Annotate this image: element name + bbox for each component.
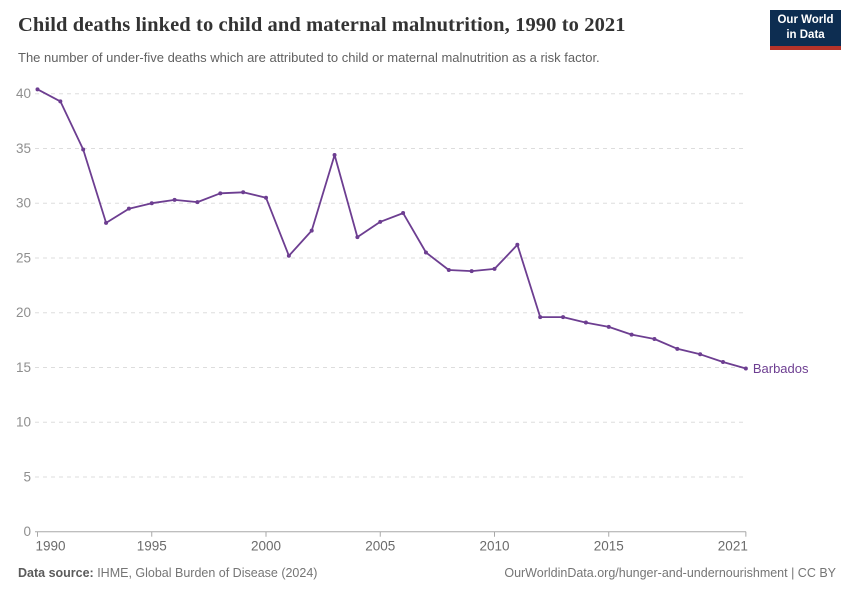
logo-text-line2: in Data xyxy=(786,29,825,41)
y-tick-label-5: 5 xyxy=(23,469,31,484)
data-point-1993[interactable] xyxy=(104,220,109,225)
logo-text-line1: Our World xyxy=(777,14,834,27)
x-tick-label-2021: 2021 xyxy=(718,539,748,554)
data-source[interactable]: Data source: IHME, Global Burden of Dise… xyxy=(18,566,317,580)
data-point-2016[interactable] xyxy=(629,332,634,337)
owid-logo[interactable]: Our World in Data xyxy=(770,10,841,50)
data-point-1996[interactable] xyxy=(172,197,177,202)
data-point-2007[interactable] xyxy=(423,250,428,255)
chart-subtitle: The number of under-five deaths which ar… xyxy=(18,50,600,65)
x-tick-label-1995: 1995 xyxy=(137,539,167,554)
data-point-2009[interactable] xyxy=(469,269,474,274)
data-point-2000[interactable] xyxy=(264,195,268,200)
chart-title: Child deaths linked to child and materna… xyxy=(18,14,626,36)
data-point-2013[interactable] xyxy=(561,315,566,320)
data-point-2019[interactable] xyxy=(698,352,703,357)
data-point-2014[interactable] xyxy=(583,320,588,325)
series-line-barbados[interactable] xyxy=(36,88,747,370)
data-point-2006[interactable] xyxy=(401,211,406,216)
y-tick-label-10: 10 xyxy=(16,415,31,430)
data-point-2001[interactable] xyxy=(286,253,291,258)
data-source-text: IHME, Global Burden of Disease (2024) xyxy=(93,566,318,580)
data-point-2010[interactable] xyxy=(492,266,497,271)
y-tick-label-15: 15 xyxy=(16,360,31,375)
y-tick-label-25: 25 xyxy=(16,250,31,265)
x-tick-label-2000: 2000 xyxy=(251,539,281,554)
data-point-1991[interactable] xyxy=(58,99,63,104)
y-tick-label-20: 20 xyxy=(16,305,31,320)
data-point-2005[interactable] xyxy=(378,219,383,224)
data-point-2004[interactable] xyxy=(355,235,360,240)
data-point-2018[interactable] xyxy=(675,346,680,351)
data-point-1997[interactable] xyxy=(195,200,200,205)
data-point-2015[interactable] xyxy=(606,324,611,329)
y-tick-label-35: 35 xyxy=(16,141,31,156)
data-point-1995[interactable] xyxy=(149,201,154,206)
data-point-2008[interactable] xyxy=(446,267,451,272)
data-point-1999[interactable] xyxy=(241,190,246,195)
data-point-1998[interactable] xyxy=(218,191,223,196)
data-point-2017[interactable] xyxy=(652,336,657,341)
data-point-2021[interactable] xyxy=(743,366,748,371)
x-tick-label-2015: 2015 xyxy=(594,539,624,554)
x-tick-label-2005: 2005 xyxy=(365,539,395,554)
x-tick-label-2010: 2010 xyxy=(479,539,509,554)
data-point-2012[interactable] xyxy=(538,315,543,320)
y-tick-label-40: 40 xyxy=(16,86,31,101)
x-tick-label-1990: 1990 xyxy=(36,539,66,554)
data-point-2002[interactable] xyxy=(309,228,314,233)
y-tick-label-0: 0 xyxy=(23,524,31,539)
chart-area: 0 5 10 15 20 25 30 35 40 1990 1995 2000 2005 2010 2015… xyxy=(0,80,850,560)
data-point-1994[interactable] xyxy=(126,206,131,211)
y-tick-label-30: 30 xyxy=(16,196,31,211)
chart-footer: Data source: IHME, Global Burden of Dise… xyxy=(18,566,836,580)
data-point-2003[interactable] xyxy=(332,153,337,158)
data-point-1990[interactable] xyxy=(35,87,40,92)
data-source-label: Data source: xyxy=(18,566,94,580)
line-chart[interactable]: 0 5 10 15 20 25 30 35 40 1990 1995 2000 2005 2010 2015… xyxy=(0,80,850,560)
data-point-2011[interactable] xyxy=(515,242,520,247)
data-point-2020[interactable] xyxy=(721,359,725,364)
series-end-label-barbados[interactable]: Barbados xyxy=(753,361,809,376)
attribution-link[interactable]: OurWorldinData.org/hunger-and-undernouri… xyxy=(504,566,836,580)
data-point-1992[interactable] xyxy=(81,147,86,152)
